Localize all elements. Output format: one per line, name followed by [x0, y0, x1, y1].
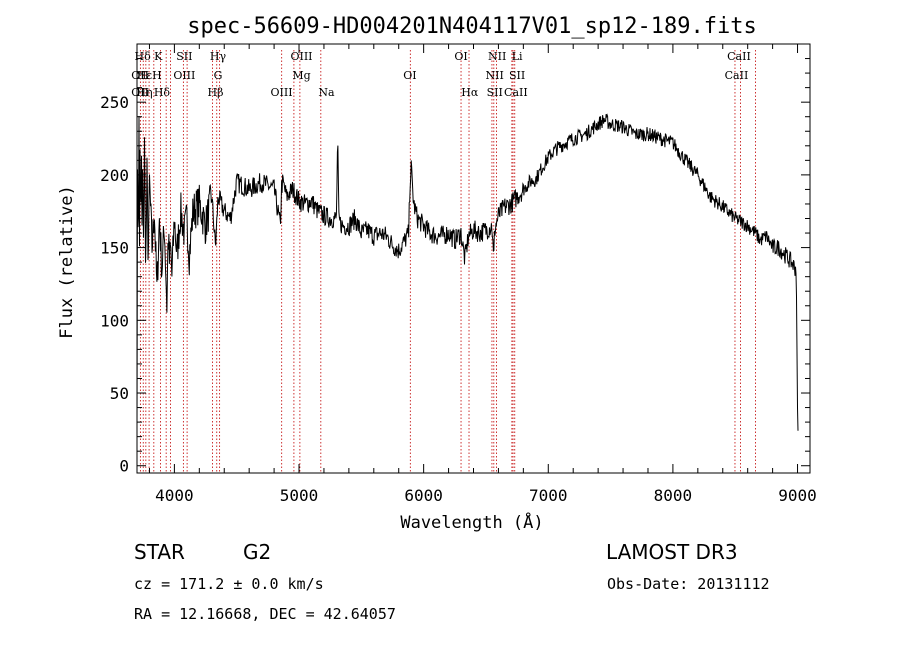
radec-text: RA = 12.16668, DEC = 42.64057	[134, 605, 396, 623]
line-label: OII	[131, 86, 149, 99]
line-label: OI	[403, 69, 416, 82]
obs-date-text: Obs-Date: 20131112	[607, 575, 770, 593]
x-tick-label: 5000	[280, 486, 319, 505]
line-label: Hδ	[134, 50, 151, 63]
y-tick-label: 0	[119, 457, 129, 476]
line-label: Hη	[136, 86, 152, 99]
y-axis: 0 50 100 150 200 250	[100, 58, 810, 476]
line-label: Na	[318, 86, 335, 99]
y-tick-label: 50	[110, 384, 129, 403]
line-label: Hα	[461, 86, 479, 99]
subclass-label: G2	[243, 540, 271, 564]
x-tick-label: 4000	[155, 486, 194, 505]
x-tick-label: 7000	[529, 486, 568, 505]
line-label: OII	[131, 69, 149, 82]
x-axis: 4000 5000 6000 7000 8000 9000	[148, 44, 817, 505]
line-label: G	[214, 69, 223, 82]
line-label: OIII	[173, 69, 195, 82]
y-tick-label: 100	[100, 311, 129, 330]
line-label: OIII	[290, 50, 312, 63]
survey-label: LAMOST DR3	[606, 540, 738, 564]
y-tick-label: 200	[100, 166, 129, 185]
x-tick-label: 8000	[654, 486, 693, 505]
line-markers	[139, 50, 756, 473]
line-label: OI	[454, 50, 467, 63]
line-label: K	[154, 50, 163, 63]
x-tick-label: 9000	[778, 486, 817, 505]
y-tick-label: 250	[100, 93, 129, 112]
line-label: CaII	[725, 69, 749, 82]
line-label: NII	[486, 69, 504, 82]
series-flux	[136, 113, 799, 431]
line-label: SII	[509, 69, 525, 82]
line-label: Hβ	[208, 86, 224, 99]
plot-frame	[136, 43, 811, 474]
line-label: OIII	[271, 86, 293, 99]
line-label: CaII	[727, 50, 751, 63]
x-tick-label: 6000	[404, 486, 443, 505]
line-label: Hε	[137, 69, 153, 82]
line-label: Li	[512, 50, 523, 63]
class-label: STAR	[134, 540, 185, 564]
cz-text: cz = 171.2 ± 0.0 km/s	[134, 575, 324, 593]
y-tick-label: 150	[100, 239, 129, 258]
line-label: Hδ	[154, 86, 171, 99]
line-label: Mg	[292, 69, 310, 82]
y-axis-label: Flux (relative)	[57, 185, 77, 339]
line-label: CaII	[504, 86, 528, 99]
line-label: H	[152, 69, 162, 82]
chart-title: spec-56609-HD004201N404117V01_sp12-189.f…	[187, 14, 757, 39]
line-label: SII	[176, 50, 192, 63]
line-label: Hγ	[210, 50, 227, 63]
line-label: NII	[488, 50, 506, 63]
line-label: SII	[487, 86, 503, 99]
series-layer	[136, 113, 799, 431]
x-axis-label: Wavelength (Å)	[400, 511, 543, 533]
